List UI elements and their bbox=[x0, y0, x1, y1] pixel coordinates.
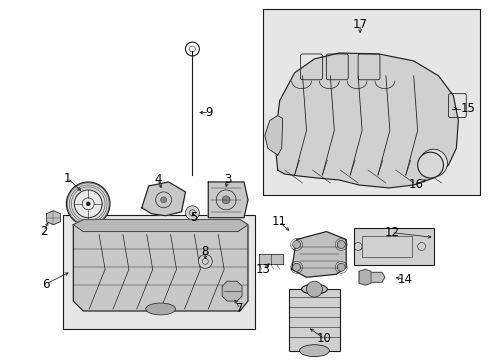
Text: 14: 14 bbox=[396, 273, 411, 286]
Circle shape bbox=[74, 190, 102, 218]
Text: 2: 2 bbox=[40, 225, 47, 238]
Text: 9: 9 bbox=[205, 106, 213, 119]
Circle shape bbox=[86, 202, 90, 206]
Text: 4: 4 bbox=[154, 172, 161, 185]
Circle shape bbox=[222, 196, 230, 204]
Bar bbox=[288, 289, 340, 351]
Circle shape bbox=[337, 240, 345, 248]
Circle shape bbox=[185, 206, 199, 220]
Circle shape bbox=[419, 149, 447, 177]
Polygon shape bbox=[142, 182, 185, 216]
Text: 11: 11 bbox=[271, 215, 285, 228]
Ellipse shape bbox=[145, 303, 175, 315]
Text: 16: 16 bbox=[408, 179, 423, 192]
Polygon shape bbox=[291, 231, 346, 277]
Text: 8: 8 bbox=[201, 245, 208, 258]
Circle shape bbox=[66, 182, 110, 226]
Text: 12: 12 bbox=[384, 226, 399, 239]
Polygon shape bbox=[358, 272, 384, 282]
Polygon shape bbox=[258, 255, 282, 264]
Text: 6: 6 bbox=[41, 278, 49, 291]
Polygon shape bbox=[222, 281, 242, 301]
Text: 15: 15 bbox=[460, 102, 475, 115]
Circle shape bbox=[292, 264, 300, 271]
Circle shape bbox=[292, 240, 300, 248]
Circle shape bbox=[337, 264, 345, 271]
Text: 3: 3 bbox=[224, 172, 231, 185]
Polygon shape bbox=[274, 53, 457, 188]
Ellipse shape bbox=[301, 284, 326, 294]
Polygon shape bbox=[208, 182, 247, 218]
Circle shape bbox=[417, 152, 443, 178]
Polygon shape bbox=[73, 220, 247, 231]
Circle shape bbox=[306, 281, 322, 297]
Circle shape bbox=[161, 197, 166, 203]
Polygon shape bbox=[46, 211, 61, 225]
Polygon shape bbox=[264, 116, 282, 155]
Text: 13: 13 bbox=[255, 263, 270, 276]
Bar bbox=[353, 228, 433, 265]
Polygon shape bbox=[358, 269, 370, 285]
Text: 17: 17 bbox=[352, 18, 367, 31]
Bar bbox=[361, 235, 411, 257]
Text: 10: 10 bbox=[316, 332, 331, 345]
Ellipse shape bbox=[299, 345, 328, 357]
Circle shape bbox=[198, 255, 212, 268]
Ellipse shape bbox=[301, 346, 326, 356]
Text: 1: 1 bbox=[63, 171, 71, 185]
Bar bbox=[263, 9, 479, 195]
Text: 7: 7 bbox=[236, 302, 244, 315]
Bar bbox=[63, 215, 254, 329]
Polygon shape bbox=[73, 220, 247, 311]
Text: 5: 5 bbox=[189, 211, 197, 224]
